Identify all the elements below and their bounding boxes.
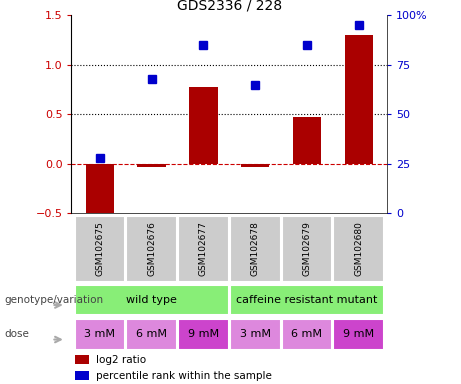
Text: caffeine resistant mutant: caffeine resistant mutant <box>236 295 378 305</box>
Bar <box>293 117 321 164</box>
Bar <box>282 216 332 281</box>
Bar <box>75 355 89 364</box>
Bar <box>178 216 229 281</box>
Text: dose: dose <box>5 329 30 339</box>
Bar <box>282 319 332 350</box>
Bar <box>344 35 373 164</box>
Text: 3 mM: 3 mM <box>240 329 271 339</box>
Bar <box>230 285 384 315</box>
Text: GSM102680: GSM102680 <box>354 221 363 276</box>
Text: GSM102678: GSM102678 <box>251 221 260 276</box>
Text: 3 mM: 3 mM <box>84 329 115 339</box>
Bar <box>75 319 125 350</box>
Bar <box>75 216 125 281</box>
Text: percentile rank within the sample: percentile rank within the sample <box>96 371 272 381</box>
Text: 9 mM: 9 mM <box>343 329 374 339</box>
Bar <box>137 164 166 167</box>
Bar <box>126 216 177 281</box>
Text: GSM102676: GSM102676 <box>147 221 156 276</box>
Text: 6 mM: 6 mM <box>136 329 167 339</box>
Text: 9 mM: 9 mM <box>188 329 219 339</box>
Bar <box>230 216 281 281</box>
Text: GSM102675: GSM102675 <box>95 221 105 276</box>
Text: 6 mM: 6 mM <box>291 329 323 339</box>
Text: genotype/variation: genotype/variation <box>5 295 104 305</box>
Bar <box>178 319 229 350</box>
Bar <box>333 216 384 281</box>
Title: GDS2336 / 228: GDS2336 / 228 <box>177 0 282 13</box>
Bar <box>75 285 229 315</box>
Bar <box>230 319 281 350</box>
Bar <box>333 319 384 350</box>
Text: log2 ratio: log2 ratio <box>96 355 146 365</box>
Bar <box>126 319 177 350</box>
Bar <box>189 86 218 164</box>
Bar <box>86 164 114 225</box>
Bar <box>241 164 270 167</box>
Text: GSM102677: GSM102677 <box>199 221 208 276</box>
Bar <box>75 371 89 380</box>
Text: wild type: wild type <box>126 295 177 305</box>
Text: GSM102679: GSM102679 <box>302 221 312 276</box>
